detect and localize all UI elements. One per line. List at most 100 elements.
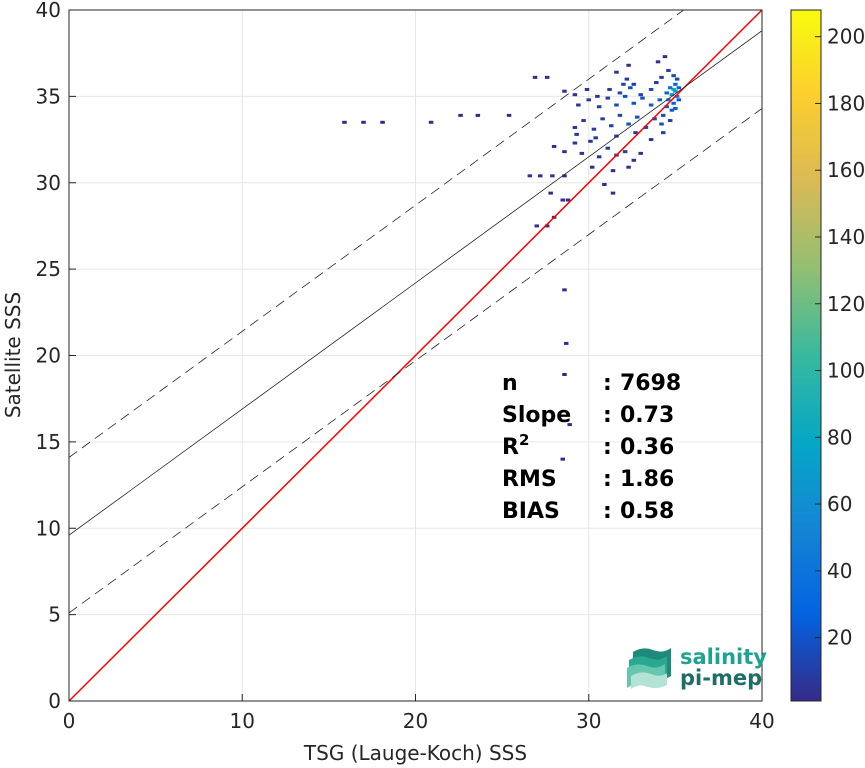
logo-line2: pi-mep xyxy=(680,666,762,690)
x-tick-label: 30 xyxy=(576,709,601,733)
density-point xyxy=(342,120,347,124)
density-point xyxy=(605,146,611,150)
density-point xyxy=(643,125,649,129)
stat-value: 1.86 xyxy=(620,467,674,492)
density-point xyxy=(648,138,654,142)
density-point xyxy=(581,119,586,123)
wave-logo-icon xyxy=(627,648,671,689)
density-point xyxy=(633,131,638,135)
density-point xyxy=(537,174,543,178)
regression-line xyxy=(69,30,762,536)
density-point xyxy=(610,169,616,173)
density-point xyxy=(666,68,671,72)
density-point xyxy=(527,174,533,178)
density-point xyxy=(595,94,600,98)
y-tick-label: 30 xyxy=(36,171,61,195)
density-point xyxy=(560,198,566,202)
logo-line1: salinity xyxy=(680,645,767,669)
density-point xyxy=(562,174,567,178)
density-point xyxy=(657,98,663,102)
stat-value: 7698 xyxy=(620,371,681,396)
density-point xyxy=(588,139,593,143)
colorbar-tick-label: 140 xyxy=(827,225,865,249)
x-tick-label: 40 xyxy=(749,709,774,733)
density-point xyxy=(544,224,550,228)
y-tick-label: 15 xyxy=(36,430,61,454)
density-point xyxy=(659,75,664,79)
x-tick-label: 0 xyxy=(63,709,76,733)
colorbar-tick-label: 20 xyxy=(827,626,852,650)
stat-separator: : xyxy=(603,499,612,524)
density-point xyxy=(551,144,557,148)
density-point xyxy=(652,117,657,121)
density-point xyxy=(635,115,640,119)
density-point xyxy=(666,98,671,102)
stat-separator: : xyxy=(603,435,612,460)
colorbar-ticks: 20 40 60 80 100 120 140 160 180 200 xyxy=(815,25,865,650)
density-point xyxy=(380,120,385,124)
density-point xyxy=(584,87,590,91)
density-point xyxy=(622,94,628,98)
density-point xyxy=(428,120,434,124)
y-tick-label: 20 xyxy=(36,344,61,368)
y-tick-label: 0 xyxy=(48,689,61,713)
colorbar-tick-label: 40 xyxy=(827,559,852,583)
density-point xyxy=(560,457,566,461)
colorbar-tick-label: 200 xyxy=(827,25,865,49)
density-point xyxy=(674,77,680,81)
colorbar-tick-label: 80 xyxy=(827,425,852,449)
salinity-pi-mep-logo: salinity pi-mep xyxy=(627,645,767,690)
density-point xyxy=(605,96,611,100)
y-tick-label: 25 xyxy=(36,257,61,281)
density-point xyxy=(671,101,676,105)
colorbar-tick-label: 180 xyxy=(827,91,865,115)
density-point xyxy=(565,198,571,202)
density-point xyxy=(655,60,661,64)
density-point xyxy=(614,134,619,138)
density-point xyxy=(576,103,581,107)
density-point xyxy=(591,127,597,131)
density-point xyxy=(562,373,567,377)
density-point xyxy=(624,77,630,81)
stat-label: Slope xyxy=(502,403,571,428)
reference-lines xyxy=(69,10,762,701)
density-point xyxy=(638,93,643,97)
density-point xyxy=(667,86,673,90)
density-point xyxy=(660,113,666,117)
density-point xyxy=(596,105,602,109)
density-point xyxy=(673,89,678,93)
x-tick-label: 20 xyxy=(403,709,428,733)
stat-separator: : xyxy=(603,371,612,396)
density-point xyxy=(673,82,678,86)
density-point xyxy=(654,81,659,85)
density-point xyxy=(664,91,669,95)
density-point xyxy=(586,98,591,102)
density-point xyxy=(544,75,550,79)
stat-label: n xyxy=(502,371,518,396)
density-point xyxy=(626,122,631,126)
colorbar-tick-label: 120 xyxy=(827,292,865,316)
density-point xyxy=(664,105,669,109)
density-point xyxy=(589,165,595,169)
density-point xyxy=(671,87,676,91)
stat-value: 0.36 xyxy=(620,435,674,460)
colorbar-tick-label: 160 xyxy=(827,158,865,182)
density-point xyxy=(631,82,637,86)
density-point xyxy=(617,113,623,117)
density-point xyxy=(659,122,664,126)
density-point xyxy=(506,113,512,117)
density-points xyxy=(342,55,682,461)
y-tick-label: 10 xyxy=(36,516,61,540)
stat-value: 0.73 xyxy=(620,403,674,428)
density-point xyxy=(614,70,619,74)
density-point xyxy=(534,224,540,228)
stat-label: BIAS xyxy=(502,499,560,524)
y-axis-label: Satellite SSS xyxy=(1,292,25,418)
density-point xyxy=(674,94,680,98)
density-point xyxy=(673,106,678,110)
density-point xyxy=(626,165,631,169)
y-tick-label: 5 xyxy=(48,603,61,627)
x-tick-label: 10 xyxy=(230,709,255,733)
density-point xyxy=(600,117,605,121)
